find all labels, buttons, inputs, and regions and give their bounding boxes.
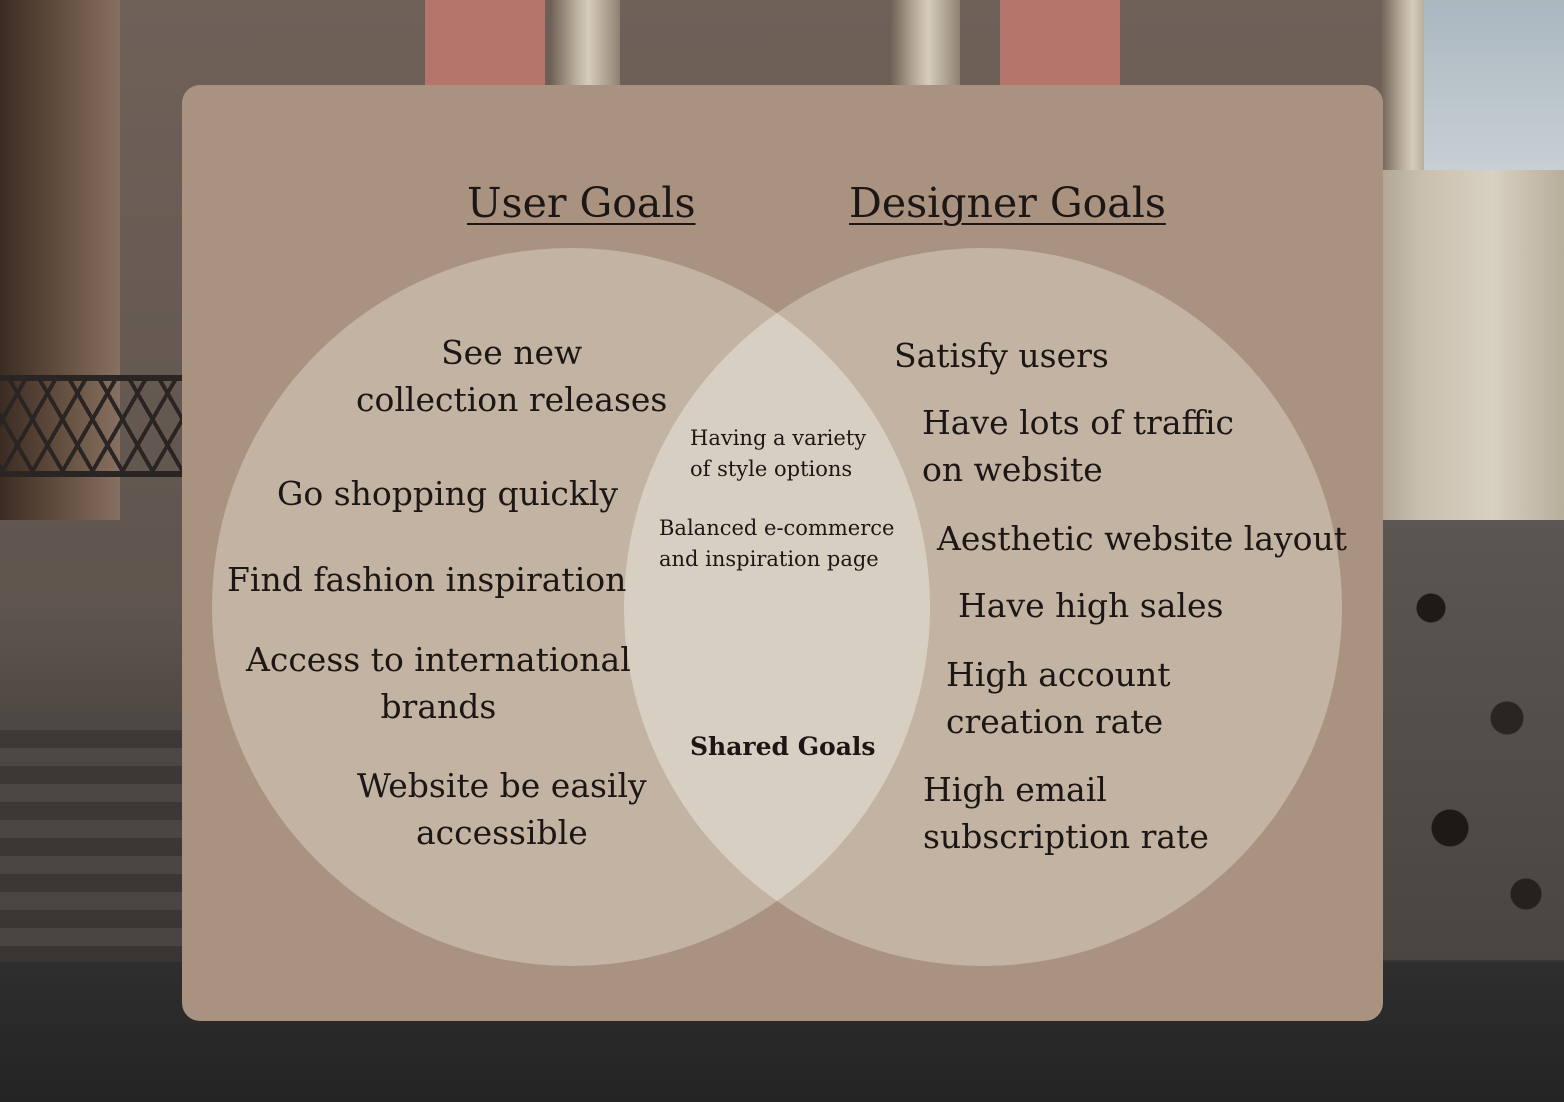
shared-goals-label: Shared Goals bbox=[690, 732, 876, 761]
designer-goals-title: Designer Goals bbox=[849, 179, 1166, 227]
designer-goal-item: High email subscription rate bbox=[923, 770, 1209, 856]
user-goal-item: Find fashion inspiration bbox=[227, 560, 627, 599]
designer-goal-item: Satisfy users bbox=[894, 336, 1109, 375]
designer-goal-item: Have lots of traffic on website bbox=[922, 403, 1234, 489]
background-red-wall bbox=[1000, 0, 1120, 90]
user-goal-item: Access to international brands bbox=[246, 640, 631, 726]
shared-goal-item: Having a variety of style options bbox=[690, 426, 867, 481]
user-goals-title: User Goals bbox=[467, 179, 696, 227]
designer-goal-item: High account creation rate bbox=[946, 655, 1171, 741]
shared-goal-item: Balanced e-commerce and inspiration page bbox=[659, 516, 895, 571]
venn-diagram bbox=[212, 248, 1342, 966]
user-goal-item: See new collection releases bbox=[356, 333, 668, 419]
designer-goal-item: Have high sales bbox=[958, 586, 1224, 625]
user-goal-item: Website be easily accessible bbox=[357, 766, 647, 852]
background-red-wall bbox=[425, 0, 545, 90]
background-railing bbox=[0, 375, 185, 477]
background-crowd bbox=[1374, 520, 1564, 960]
venn-panel: User Goals Designer Goals See new collec… bbox=[182, 85, 1383, 1021]
user-goal-item: Go shopping quickly bbox=[277, 474, 619, 513]
shared-goals-overlap bbox=[624, 248, 930, 966]
designer-goal-item: Aesthetic website layout bbox=[937, 519, 1348, 558]
